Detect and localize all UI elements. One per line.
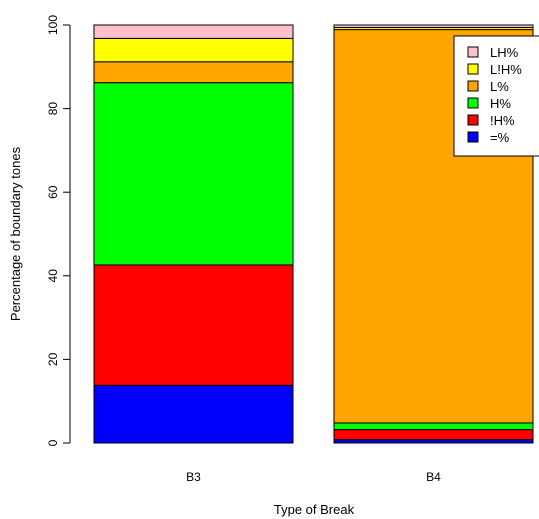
y-tick-label: 60 [46, 185, 60, 199]
legend-swatch [467, 63, 479, 75]
y-tick-label: 80 [46, 102, 60, 116]
bar-segment-b4-0 [333, 439, 534, 444]
bar-segment-b3-2 [93, 82, 294, 266]
bar-segment-b4-5 [333, 24, 534, 29]
bar-group-b3 [93, 24, 294, 444]
x-axis: B3 B4 [186, 470, 441, 484]
bar-segment-b3-5 [93, 24, 294, 39]
x-tick-label: B4 [426, 470, 441, 484]
y-axis: 0 20 40 60 80 100 [46, 15, 71, 446]
bar-segment-b4-1 [333, 429, 534, 441]
bar-segment-b4-2 [333, 422, 534, 431]
legend-label: H% [490, 96, 511, 111]
legend-item: !H% [467, 113, 515, 128]
legend-label: L!H% [490, 62, 522, 77]
y-tick-label: 40 [46, 269, 60, 283]
legend-swatch [467, 46, 479, 58]
bar-segment-b3-1 [93, 264, 294, 386]
x-tick-label: B3 [186, 470, 201, 484]
legend: LH% L!H% L% H% !H% =% [453, 35, 539, 157]
x-axis-label: Type of Break [274, 502, 355, 517]
legend-item: H% [467, 96, 511, 111]
y-tick-label: 20 [46, 352, 60, 366]
y-tick-label: 0 [46, 439, 60, 446]
legend-label: =% [490, 130, 510, 145]
legend-item: L% [467, 79, 509, 94]
legend-label: !H% [490, 113, 515, 128]
legend-swatch [467, 80, 479, 92]
bar-segment-b3-0 [93, 384, 294, 444]
legend-swatch [467, 97, 479, 109]
bar-segment-b3-3 [93, 61, 294, 84]
y-tick-label: 100 [46, 15, 60, 35]
legend-label: L% [490, 79, 509, 94]
legend-item: L!H% [467, 62, 522, 77]
legend-item: LH% [467, 45, 519, 60]
legend-item: =% [467, 130, 510, 145]
legend-label: LH% [490, 45, 519, 60]
legend-swatch [467, 114, 479, 126]
legend-swatch [467, 131, 479, 143]
y-axis-label: Percentage of boundary tones [8, 146, 23, 321]
bar-segment-b3-4 [93, 37, 294, 63]
bars-layer [93, 24, 534, 444]
